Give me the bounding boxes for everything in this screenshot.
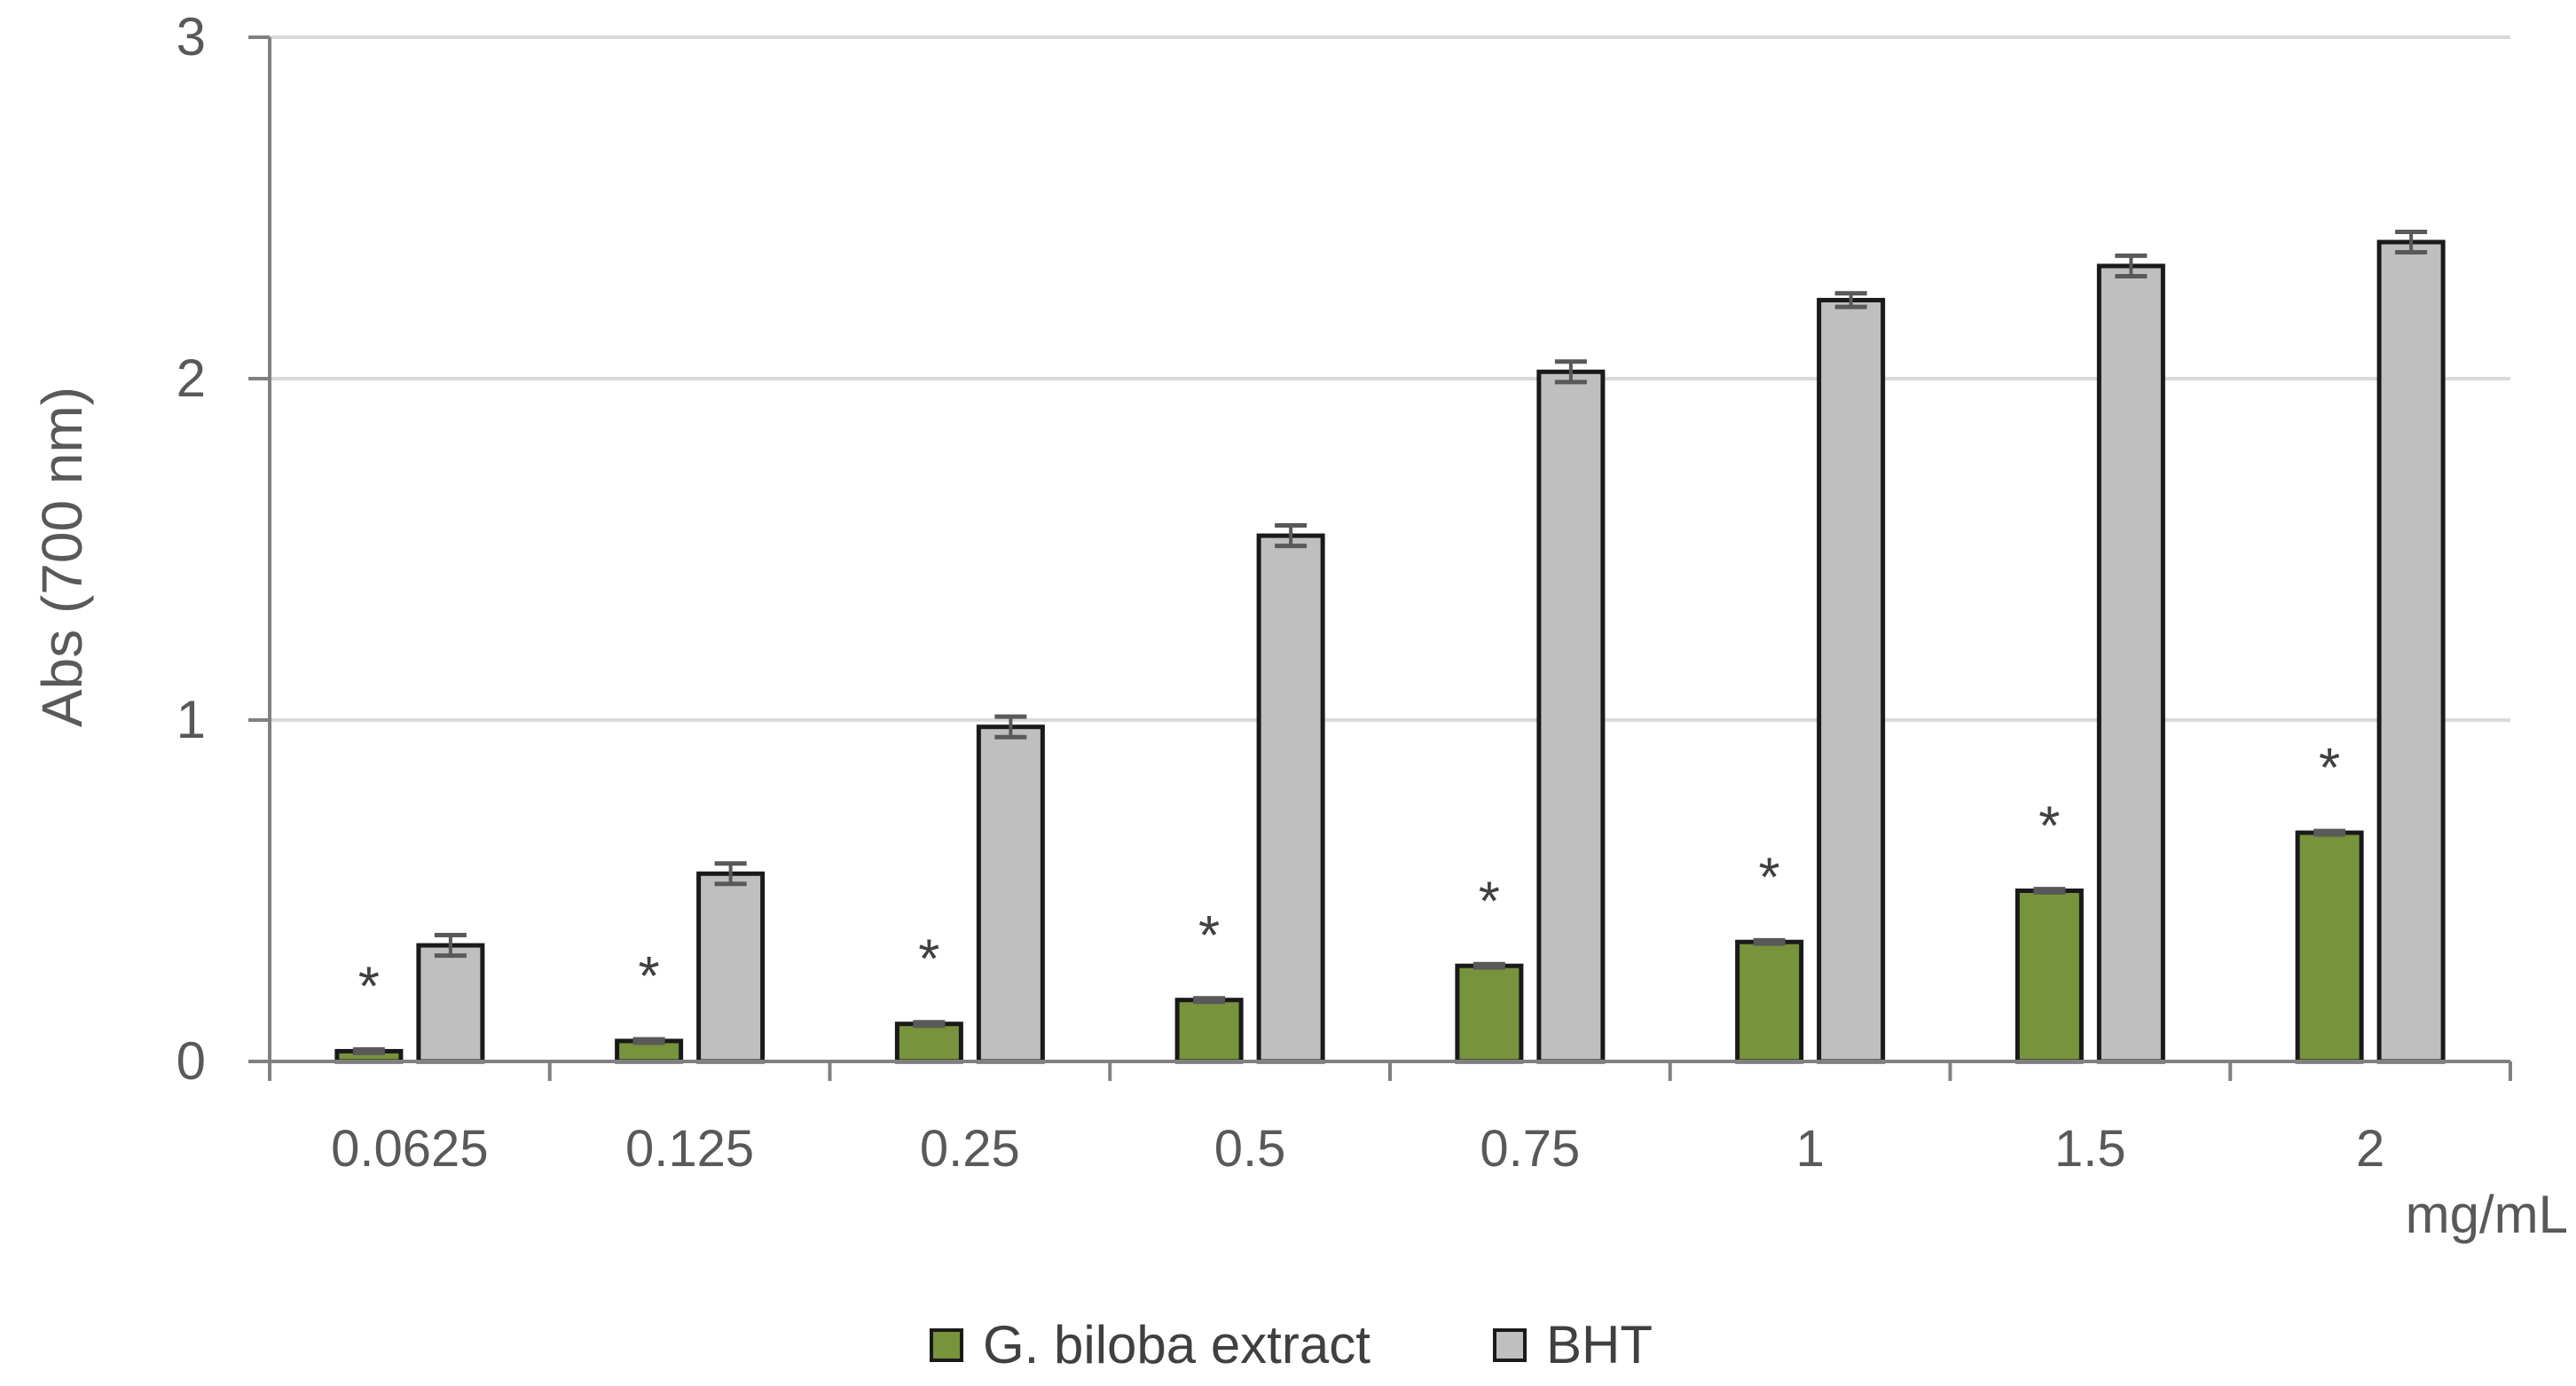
significance-markers: * * * * * * * * [358,738,2340,1017]
significance-star: * [639,946,660,1007]
bars-group [334,239,2446,1064]
bar-extract-0.25 [894,1022,963,1064]
bar-bht-2 [2376,239,2446,1064]
significance-star: * [1198,905,1220,967]
x-tick-label: 0.25 [920,1120,1020,1178]
x-tick-label: 2 [2356,1120,2384,1178]
significance-star: * [358,957,380,1018]
gridlines [270,35,2510,722]
y-axis-title: Abs (700 nm) [30,387,94,727]
bar-bht-0.25 [976,724,1045,1064]
bar-bht-0.5 [1256,533,1325,1064]
bar-bht-1.5 [2096,263,2165,1064]
axes [248,35,2512,1081]
x-unit-label: mg/mL [2406,1185,2568,1244]
significance-star: * [1479,871,1500,932]
x-tick-label: 0.5 [1214,1120,1286,1178]
x-tick-label: 0.75 [1480,1120,1580,1178]
bar-bht-0.125 [696,871,766,1064]
bar-extract-0.75 [1455,963,1524,1064]
y-tick-label: 3 [177,7,206,67]
y-tick-labels: 0 1 2 3 [177,7,206,1091]
error-bars-group [352,229,2428,1055]
x-tick-label: 0.125 [625,1120,754,1178]
bar-bht-1 [1817,297,1886,1064]
x-tick-labels: 0.0625 0.125 0.25 0.5 0.75 1 1.5 2 [331,1120,2384,1178]
significance-star: * [918,929,939,991]
bar-extract-0.5 [1174,998,1244,1064]
x-tick-label: 1 [1795,1120,1824,1178]
bar-bht-0.0625 [416,943,485,1064]
legend: G. biloba extract BHT [930,1315,1653,1374]
y-tick-label: 0 [177,1031,206,1091]
bar-extract-1 [1735,939,1804,1064]
legend-bht-label: BHT [1546,1315,1653,1374]
legend-extract-label: G. biloba extract [983,1315,1370,1374]
significance-star: * [1759,847,1780,908]
legend-extract-swatch [930,1328,963,1362]
x-tick-label: 0.0625 [331,1120,488,1178]
significance-star: * [2038,796,2060,857]
significance-star: * [2319,738,2340,799]
bar-extract-1.5 [2014,889,2084,1064]
bar-extract-2 [2295,830,2364,1064]
x-tick-label: 1.5 [2054,1120,2126,1178]
bar-bht-0.75 [1536,369,1606,1064]
y-tick-label: 2 [177,348,206,408]
y-tick-label: 1 [177,690,206,749]
legend-bht-swatch [1493,1328,1527,1362]
